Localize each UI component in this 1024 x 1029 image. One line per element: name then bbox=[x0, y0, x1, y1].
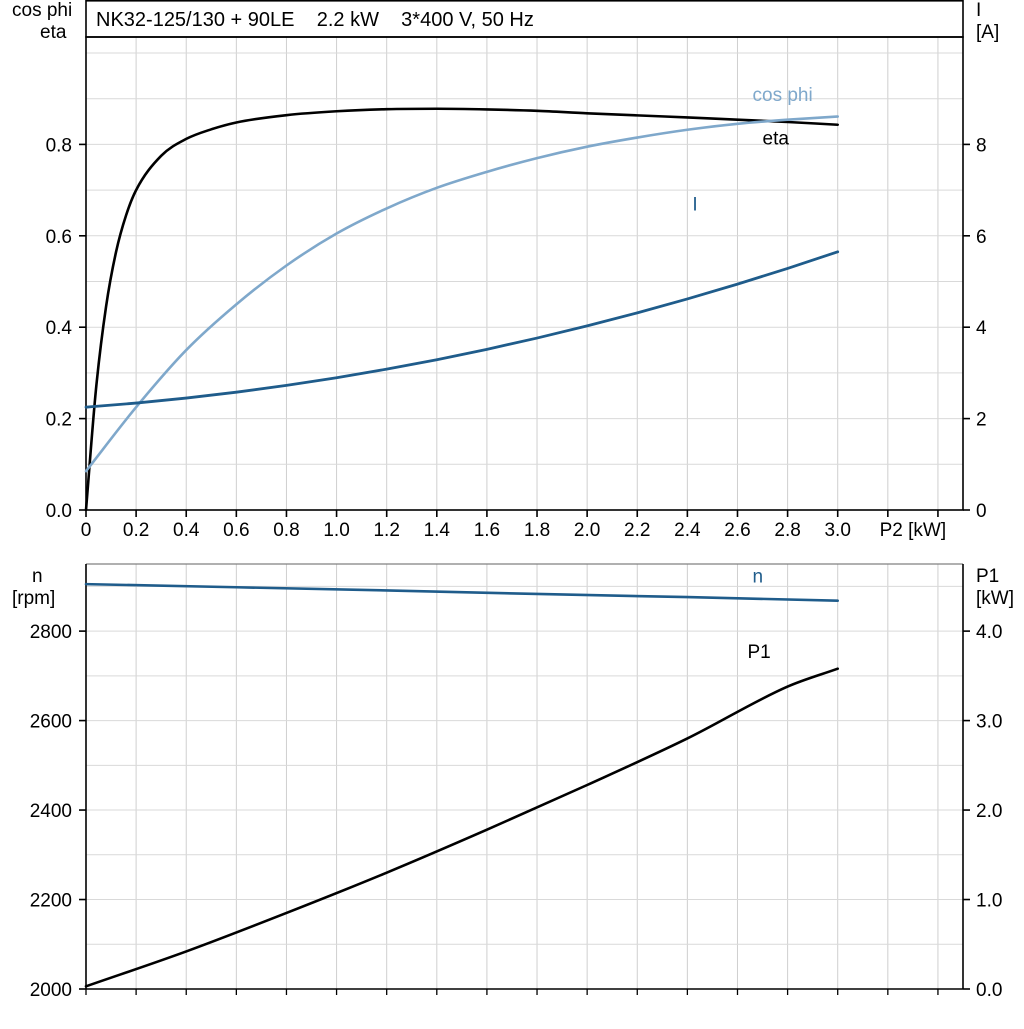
svg-text:2.6: 2.6 bbox=[724, 520, 750, 541]
svg-text:2000: 2000 bbox=[30, 980, 72, 1001]
svg-text:0.4: 0.4 bbox=[173, 520, 200, 541]
svg-text:0.2: 0.2 bbox=[46, 410, 72, 431]
svg-text:0.6: 0.6 bbox=[46, 227, 72, 248]
svg-text:I: I bbox=[976, 0, 981, 21]
svg-text:NK32-125/130 + 90LE 2.2 kW: NK32-125/130 + 90LE 2.2 kW 3*400 V, 50 H… bbox=[96, 9, 534, 31]
svg-text:2200: 2200 bbox=[30, 891, 72, 912]
svg-text:1.4: 1.4 bbox=[424, 520, 451, 541]
svg-text:2.4: 2.4 bbox=[674, 520, 701, 541]
svg-text:0.8: 0.8 bbox=[273, 520, 299, 541]
svg-text:cos phi: cos phi bbox=[12, 0, 72, 21]
svg-text:8: 8 bbox=[976, 135, 987, 156]
svg-text:[A]: [A] bbox=[976, 22, 999, 43]
svg-text:0.0: 0.0 bbox=[976, 980, 1002, 1001]
svg-text:6: 6 bbox=[976, 227, 987, 248]
svg-text:2: 2 bbox=[976, 410, 987, 431]
svg-text:4.0: 4.0 bbox=[976, 622, 1002, 643]
svg-text:2.2: 2.2 bbox=[624, 520, 650, 541]
svg-text:2800: 2800 bbox=[30, 622, 72, 643]
svg-text:2.0: 2.0 bbox=[574, 520, 600, 541]
svg-text:3.0: 3.0 bbox=[824, 520, 850, 541]
svg-text:0.8: 0.8 bbox=[46, 135, 72, 156]
svg-text:eta: eta bbox=[40, 22, 67, 43]
svg-text:1.8: 1.8 bbox=[524, 520, 550, 541]
svg-text:0.0: 0.0 bbox=[46, 501, 72, 522]
svg-text:0.4: 0.4 bbox=[46, 318, 73, 339]
svg-text:1.0: 1.0 bbox=[976, 891, 1002, 912]
svg-text:n: n bbox=[32, 566, 43, 587]
svg-text:P2 [kW]: P2 [kW] bbox=[880, 520, 947, 541]
svg-text:P1: P1 bbox=[748, 642, 771, 663]
svg-text:0: 0 bbox=[976, 501, 987, 522]
svg-text:eta: eta bbox=[763, 128, 790, 149]
svg-text:2600: 2600 bbox=[30, 712, 72, 733]
svg-text:[kW]: [kW] bbox=[976, 588, 1014, 609]
svg-text:1.6: 1.6 bbox=[474, 520, 500, 541]
svg-text:0.6: 0.6 bbox=[223, 520, 249, 541]
svg-text:1.2: 1.2 bbox=[373, 520, 399, 541]
svg-text:1.0: 1.0 bbox=[323, 520, 349, 541]
svg-text:n: n bbox=[753, 567, 764, 588]
svg-text:0: 0 bbox=[81, 520, 92, 541]
svg-text:2.0: 2.0 bbox=[976, 801, 1002, 822]
svg-text:cos phi: cos phi bbox=[753, 85, 813, 106]
svg-text:4: 4 bbox=[976, 318, 987, 339]
svg-text:3.0: 3.0 bbox=[976, 712, 1002, 733]
svg-text:P1: P1 bbox=[976, 566, 999, 587]
svg-text:[rpm]: [rpm] bbox=[12, 588, 55, 609]
svg-text:2.8: 2.8 bbox=[774, 520, 800, 541]
svg-text:2400: 2400 bbox=[30, 801, 72, 822]
svg-text:I: I bbox=[692, 195, 697, 216]
svg-text:0.2: 0.2 bbox=[123, 520, 149, 541]
